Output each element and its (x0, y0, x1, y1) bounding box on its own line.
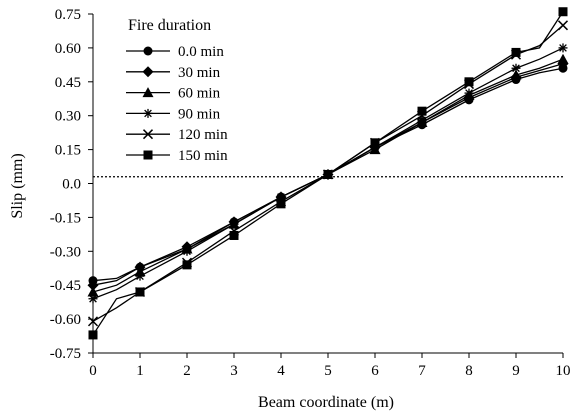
x-tick-label: 10 (556, 363, 571, 379)
data-point-triangle (87, 286, 99, 297)
x-tick-label: 9 (512, 363, 520, 379)
data-point-square (558, 7, 568, 17)
data-point-square (511, 47, 521, 57)
data-point-triangle (557, 53, 569, 64)
data-point-square (464, 77, 474, 87)
legend-label: 0.0 min (178, 44, 224, 60)
data-point-asterisk (511, 63, 521, 73)
y-axis-title: Slip (mm) (9, 153, 26, 218)
data-point-square (370, 138, 380, 148)
x-tick-label: 6 (371, 363, 379, 379)
data-point-triangle (142, 87, 154, 98)
y-tick-label: 0.75 (55, 7, 81, 23)
legend: Fire duration 0.0 min 30 min 60 min 90 min 1… (126, 17, 228, 164)
x-tick-label: 0 (89, 363, 97, 379)
legend-item: 0.0 min (126, 44, 224, 60)
legend-label: 120 min (178, 127, 228, 143)
data-point-x (87, 316, 99, 327)
data-point-square (276, 199, 286, 209)
x-tick-label: 2 (183, 363, 191, 379)
data-point-x (557, 20, 569, 31)
y-tick-label: -0.30 (50, 244, 81, 260)
legend-label: 30 min (178, 65, 221, 81)
x-tick-label: 7 (418, 363, 426, 379)
data-point-square (135, 287, 145, 297)
y-tick-label: 0.60 (55, 41, 81, 57)
y-tick-label: -0.45 (50, 278, 81, 294)
data-point-square (229, 230, 239, 240)
data-point-circle (143, 46, 153, 56)
legend-item: 90 min (126, 106, 221, 122)
y-tick-label: -0.60 (50, 312, 81, 328)
x-tick-label: 4 (277, 363, 285, 379)
x-tick-label: 8 (465, 363, 473, 379)
data-point-asterisk (464, 88, 474, 98)
data-point-asterisk (88, 294, 98, 304)
data-point-diamond (142, 66, 154, 78)
y-tick-label: 0.0 (62, 177, 81, 193)
y-tick-label: -0.75 (50, 346, 81, 362)
data-point-asterisk (229, 219, 239, 229)
legend-item: 60 min (126, 86, 221, 102)
x-tick-label: 5 (324, 363, 332, 379)
x-tick-label: 3 (230, 363, 238, 379)
data-point-square (88, 330, 98, 340)
legend-item: 120 min (126, 127, 228, 143)
data-point-asterisk (558, 43, 568, 53)
axes: 0 1 2 3 4 5 6 7 8 9 10 0.75 0.60 0.45 0.30 0.15 0.0 -0.15… (50, 7, 571, 379)
x-tick-label: 1 (136, 363, 144, 379)
legend-item: 30 min (126, 65, 221, 81)
y-tick-label: -0.15 (50, 210, 81, 226)
data-point-diamond (87, 279, 99, 291)
y-tick-label: 0.30 (55, 109, 81, 125)
data-point-square (182, 260, 192, 270)
legend-label: 60 min (178, 86, 221, 102)
legend-label: 150 min (178, 148, 228, 164)
data-point-square (417, 106, 427, 116)
y-tick-label: 0.45 (55, 75, 81, 91)
x-axis-title: Beam coordinate (m) (258, 394, 394, 411)
data-point-triangle (510, 69, 522, 80)
data-point-square (143, 150, 153, 160)
data-point-x (142, 129, 154, 140)
data-point-asterisk (143, 108, 153, 118)
y-tick-label: 0.15 (55, 143, 81, 159)
legend-item: 150 min (126, 148, 228, 164)
data-point-asterisk (135, 271, 145, 281)
legend-label: 90 min (178, 106, 221, 122)
legend-title: Fire duration (128, 17, 211, 34)
data-point-square (323, 169, 333, 179)
series-layer (87, 7, 569, 340)
series-150-min (88, 7, 568, 340)
data-point-asterisk (182, 246, 192, 256)
